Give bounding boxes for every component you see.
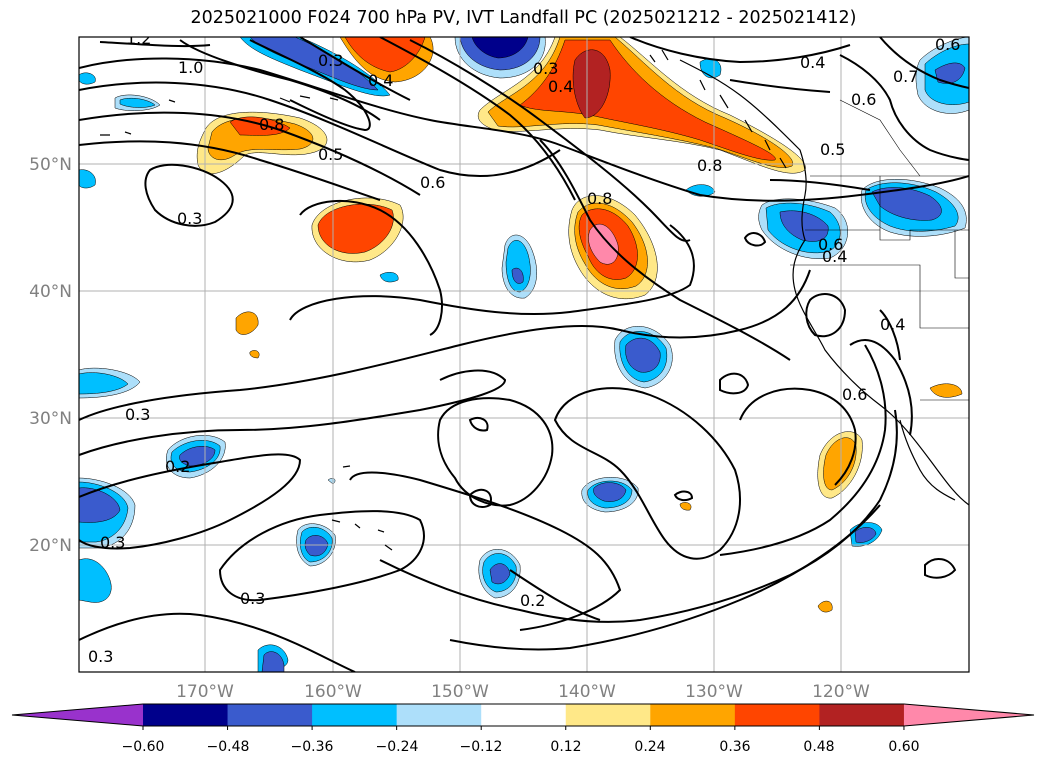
contour-label: 0.2 — [165, 457, 190, 476]
colorbar-labels: −0.60 −0.48 −0.36 −0.24 −0.12 0.12 0.24 … — [122, 739, 920, 755]
negative-anomaly-north — [454, 37, 546, 79]
colorbar-swatch — [734, 704, 820, 726]
contour-label: 0.7 — [893, 67, 918, 86]
positive-anomaly-small — [249, 350, 260, 359]
contour-label: 0.6 — [851, 90, 876, 109]
colorbar-swatch — [227, 704, 313, 726]
contour-label: 0.3 — [125, 405, 150, 424]
contour-label: 0.5 — [318, 145, 343, 164]
colorbar — [11, 703, 1035, 730]
colorbar-swatch — [396, 704, 482, 726]
pv-contours — [79, 37, 969, 672]
contour-label: 0.3 — [100, 533, 125, 552]
lon-label: 120°W — [812, 682, 870, 702]
lon-label: 140°W — [558, 682, 616, 702]
contour-label: 0.4 — [548, 77, 573, 96]
latitude-labels: 50°N 40°N 30°N 20°N — [29, 155, 72, 556]
contour-label: 0.5 — [820, 140, 845, 159]
contour-label: 0.4 — [800, 53, 825, 72]
colorbar-swatch — [312, 704, 398, 726]
contour-labels: 1.2 1.0 0.3 0.4 0.3 0.4 0.4 0.6 0.8 0.8 … — [88, 29, 960, 666]
negative-anomaly-west — [79, 72, 161, 603]
contour-label: 0.4 — [822, 247, 847, 266]
map-title: 2025021000 F024 700 hPa PV, IVT Landfall… — [190, 8, 857, 28]
colorbar-label: −0.24 — [376, 739, 419, 755]
positive-anomaly-small — [235, 311, 259, 335]
colorbar-label: 0.12 — [550, 739, 581, 755]
contour-label: 0.6 — [935, 35, 960, 54]
positive-anomaly-small — [817, 600, 833, 613]
negative-anomaly-mid — [501, 234, 537, 299]
colorbar-label: 0.48 — [803, 739, 834, 755]
colorbar-swatch — [819, 704, 905, 726]
colorbar-label: −0.60 — [122, 739, 165, 755]
contour-label: 0.6 — [842, 385, 867, 404]
lon-label: 170°W — [176, 682, 234, 702]
positive-anomaly-gulf — [477, 37, 806, 174]
contour-label: 0.3 — [240, 589, 265, 608]
positive-anomaly-north — [339, 37, 434, 83]
lon-label: 160°W — [304, 682, 362, 702]
lat-label: 40°N — [29, 282, 72, 302]
colorbar-label: 0.36 — [719, 739, 750, 755]
colorbar-swatch — [565, 704, 651, 726]
gridlines — [79, 37, 969, 672]
longitude-labels: 170°W 160°W 150°W 140°W 130°W 120°W — [176, 682, 870, 702]
colorbar-label: 0.24 — [634, 739, 665, 755]
positive-anomaly-central — [311, 197, 404, 263]
contour-label: 0.3 — [177, 209, 202, 228]
colorbar-swatch — [12, 704, 143, 726]
colorbar-label: −0.36 — [291, 739, 334, 755]
colorbar-swatch — [903, 704, 1034, 726]
map-border — [78, 36, 970, 673]
contour-label: 0.4 — [880, 315, 905, 334]
contour-label: 0.6 — [420, 173, 445, 192]
colorbar-label: −0.12 — [460, 739, 503, 755]
colorbar-swatch — [650, 704, 736, 726]
contour-label: 0.8 — [259, 115, 284, 134]
lon-label: 130°W — [685, 682, 743, 702]
colorbar-swatch — [143, 704, 229, 726]
political-borders — [790, 99, 969, 401]
lat-label: 30°N — [29, 409, 72, 429]
colorbar-label: 0.60 — [888, 739, 919, 755]
shaded-anomalies — [79, 37, 969, 672]
contour-label: 0.8 — [587, 189, 612, 208]
positive-anomaly-south — [817, 431, 863, 499]
contour-label: 1.2 — [126, 29, 151, 48]
negative-anomaly-subtropic — [257, 184, 883, 672]
colorbar-label: −0.48 — [207, 739, 250, 755]
map-panel: 1.2 1.0 0.3 0.4 0.3 0.4 0.4 0.6 0.8 0.8 … — [79, 29, 969, 672]
lat-label: 50°N — [29, 155, 72, 175]
lat-label: 20°N — [29, 536, 72, 556]
negative-anomaly-nw-strip — [239, 37, 391, 97]
contour-label: 0.8 — [697, 156, 722, 175]
positive-anomaly-small — [679, 502, 692, 511]
contour-label: 1.0 — [178, 58, 203, 77]
negative-anomaly-east — [860, 179, 967, 237]
contour-label: 0.6 — [818, 235, 843, 254]
contour-label: 0.3 — [88, 647, 113, 666]
lon-label: 150°W — [431, 682, 489, 702]
positive-anomaly-nw — [196, 111, 328, 174]
negative-anomaly-center — [614, 326, 673, 389]
negative-anomaly-coast — [758, 198, 848, 259]
contour-label: 0.2 — [520, 591, 545, 610]
colorbar-swatch — [481, 704, 567, 726]
contour-label: 0.3 — [533, 59, 558, 78]
coastlines — [100, 49, 969, 551]
contour-label: 0.3 — [318, 51, 343, 70]
negative-anomaly-hawaii-w — [166, 435, 226, 479]
positive-anomaly-small — [929, 383, 963, 398]
contour-label: 0.4 — [368, 71, 393, 90]
